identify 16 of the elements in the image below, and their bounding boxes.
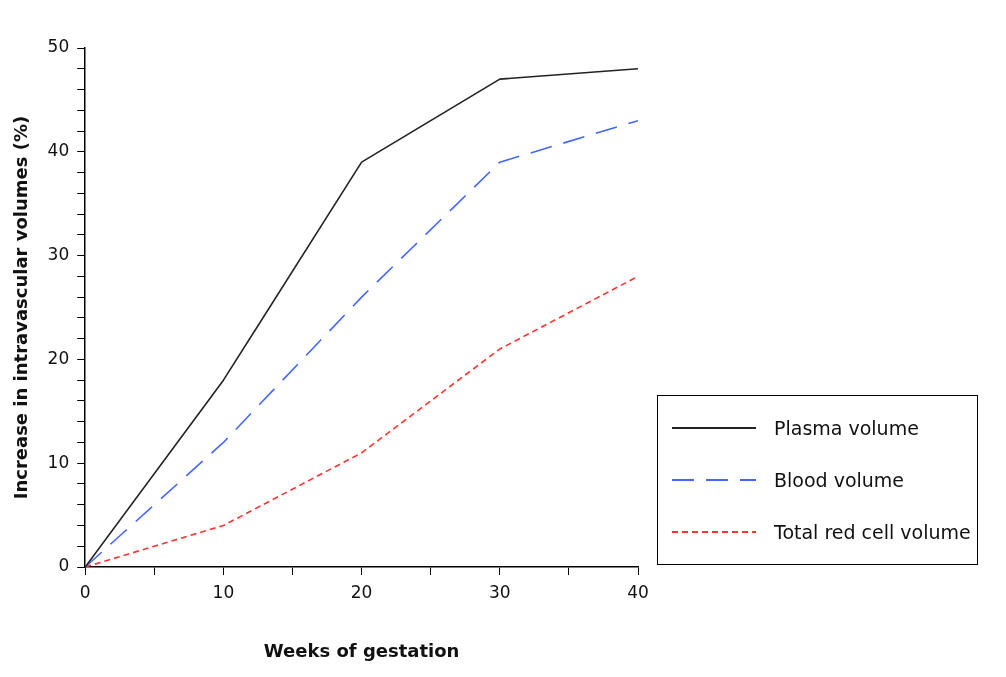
y-tick-label: 20 xyxy=(47,347,70,368)
x-tick-label: 40 xyxy=(627,581,649,602)
x-tick-label: 10 xyxy=(212,581,235,602)
y-tick-label: 0 xyxy=(58,555,70,576)
y-tick-label: 40 xyxy=(47,140,70,161)
y-tick-label: 50 xyxy=(47,36,70,57)
x-tick-label: 30 xyxy=(488,581,511,602)
y-tick-label: 10 xyxy=(47,451,70,472)
x-tick-label: 20 xyxy=(350,581,373,602)
x-axis-title: Weeks of gestation xyxy=(263,639,460,661)
legend-label: Blood volume xyxy=(774,469,905,491)
y-tick-label: 30 xyxy=(47,244,70,265)
legend-label: Total red cell volume xyxy=(774,521,971,543)
y-axis-title: Increase in intravascular volumes (%) xyxy=(10,115,32,500)
x-tick-label: 0 xyxy=(79,581,91,602)
legend-label: Plasma volume xyxy=(774,417,919,439)
